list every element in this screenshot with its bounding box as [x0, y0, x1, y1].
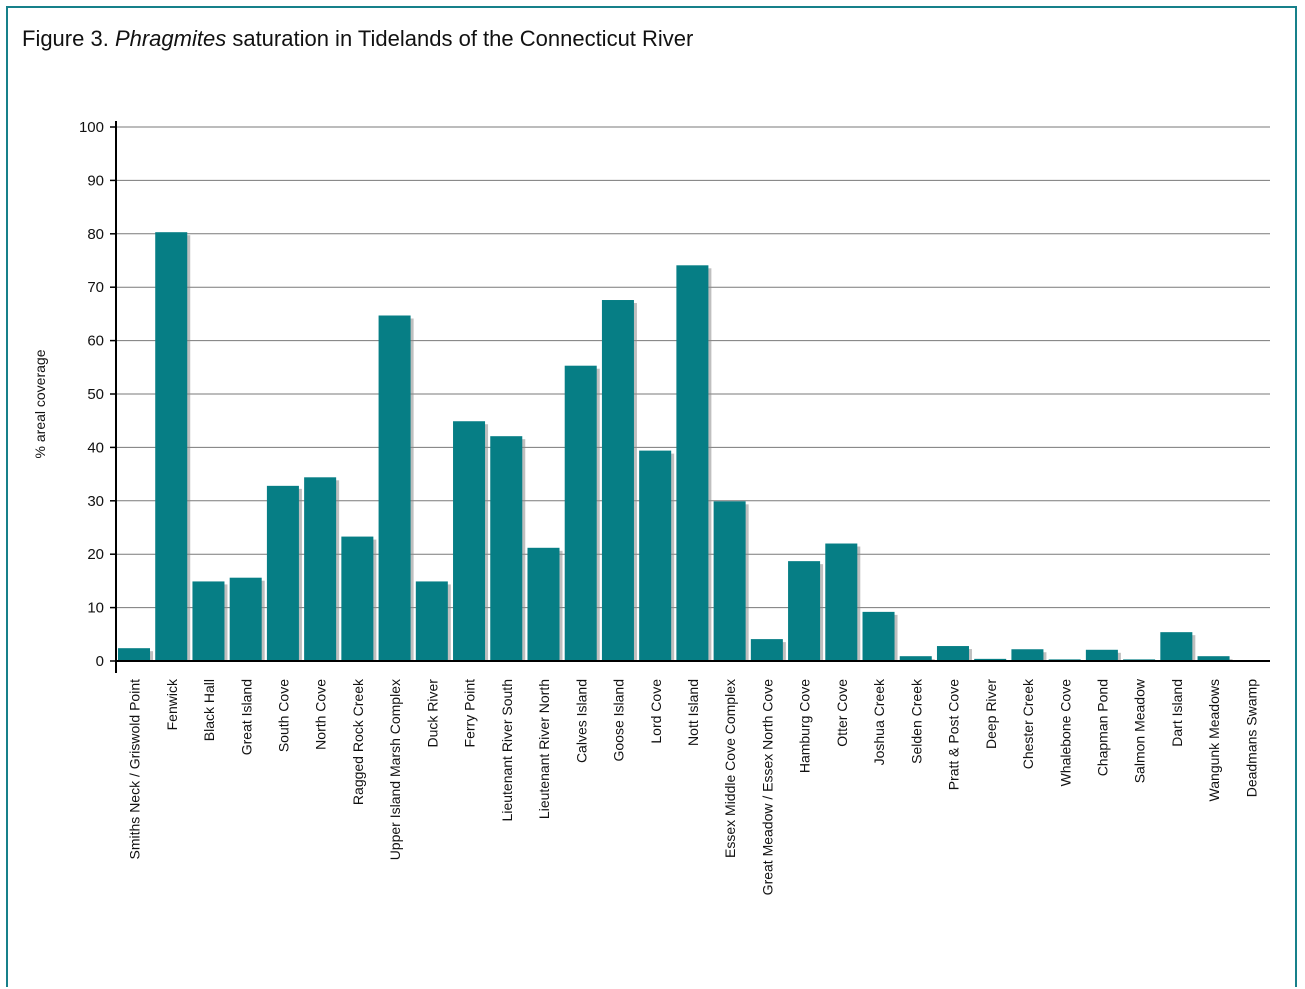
x-category-label: Essex Middle Cove Complex: [722, 679, 738, 858]
y-tick-labels: 0 10 20 30 40 50 60 70 80 90 100: [79, 119, 116, 670]
bars: [118, 232, 1233, 661]
axes: [115, 121, 1270, 673]
bar: [788, 561, 821, 661]
bar: [266, 485, 299, 661]
x-category-label: Goose Island: [611, 679, 627, 762]
y-tick-label: 40: [87, 439, 104, 456]
bar: [713, 501, 746, 661]
x-category-labels: Smiths Neck / Griswold Point Fenwick Black…: [127, 678, 1260, 895]
bar: [341, 536, 374, 661]
x-category-label: Chester Creek: [1020, 678, 1036, 769]
bar: [899, 656, 932, 661]
bar: [564, 365, 597, 661]
x-category-label: Great Meadow / Essex North Cove: [759, 679, 775, 896]
chart-title: Figure 3. Phragmites saturation in Tidel…: [22, 26, 693, 52]
x-category-label: Deadmans Swamp: [1243, 679, 1259, 797]
bar: [1011, 649, 1044, 661]
x-category-label: Wangunk Meadows: [1206, 679, 1222, 801]
bar: [639, 450, 672, 661]
bar: [453, 421, 486, 661]
bar: [192, 581, 225, 661]
bar: [229, 577, 262, 661]
x-category-label: Salmon Meadow: [1132, 678, 1148, 783]
bar: [527, 547, 560, 661]
x-category-label: North Cove: [313, 679, 329, 750]
x-category-label: Otter Cove: [834, 679, 850, 747]
x-category-label: Joshua Creek: [871, 678, 887, 765]
x-category-label: Hamburg Cove: [797, 679, 813, 773]
bar: [825, 543, 858, 661]
x-category-label: Black Hall: [201, 679, 217, 741]
x-category-label: Pratt & Post Cove: [946, 679, 962, 790]
bar: [415, 581, 448, 661]
x-category-label: Fenwick: [164, 678, 180, 730]
x-category-label: South Cove: [276, 679, 292, 752]
bar: [118, 648, 151, 661]
x-category-label: Upper Island Marsh Complex: [387, 679, 403, 860]
title-species: Phragmites: [114, 26, 227, 51]
x-category-label: Selden Creek: [908, 678, 924, 764]
bar: [1197, 656, 1230, 661]
y-tick-label: 100: [79, 119, 104, 136]
bar: [490, 436, 523, 661]
bar: [601, 300, 634, 661]
x-category-label: Lieutenant River North: [536, 679, 552, 819]
y-tick-label: 0: [96, 653, 104, 670]
x-category-label: Ferry Point: [462, 679, 478, 748]
y-tick-label: 60: [87, 333, 104, 350]
x-category-label: Chapman Pond: [1094, 679, 1110, 776]
y-tick-label: 30: [87, 493, 104, 510]
x-category-label: Dart Island: [1169, 679, 1185, 747]
title-suffix: saturation in Tidelands of the Connectic…: [226, 26, 694, 51]
bar: [862, 611, 895, 661]
bar: [974, 658, 1007, 661]
bar: [1085, 649, 1118, 661]
bar: [750, 639, 783, 661]
x-category-label: Whalebone Cove: [1057, 679, 1073, 787]
y-axis-title: % areal coverage: [32, 349, 48, 458]
y-tick-label: 50: [87, 386, 104, 403]
bar: [304, 477, 337, 661]
x-category-label: Calves Island: [573, 679, 589, 763]
y-tick-label: 70: [87, 279, 104, 296]
x-category-label: Nott Island: [685, 679, 701, 746]
x-category-label: Lord Cove: [648, 679, 664, 744]
title-prefix: Figure 3.: [22, 26, 115, 51]
x-category-label: Great Island: [238, 679, 254, 755]
y-tick-label: 20: [87, 546, 104, 563]
y-tick-label: 10: [87, 600, 104, 617]
y-tick-label: 80: [87, 226, 104, 243]
x-category-label: Deep River: [983, 679, 999, 749]
bar: [155, 232, 188, 661]
x-category-label: Duck River: [424, 679, 440, 748]
y-tick-label: 90: [87, 172, 104, 189]
bar: [676, 265, 709, 661]
x-category-label: Ragged Rock Creek: [350, 678, 366, 805]
bar: [378, 315, 411, 661]
bar: [1160, 632, 1193, 661]
bar: [936, 646, 969, 661]
x-category-label: Smiths Neck / Griswold Point: [127, 679, 143, 860]
x-category-label: Lieutenant River South: [499, 679, 515, 821]
